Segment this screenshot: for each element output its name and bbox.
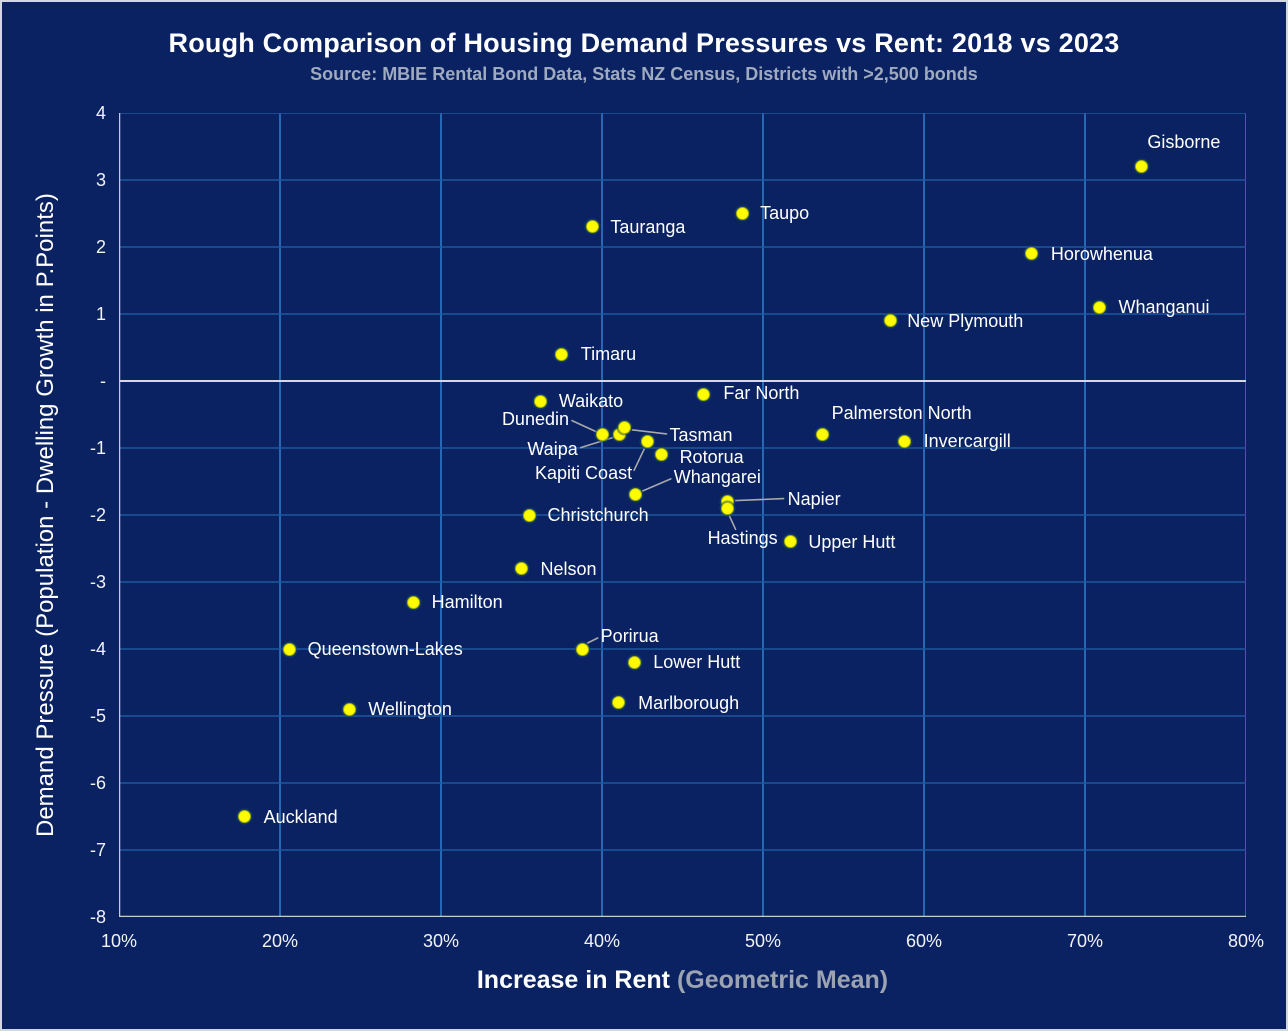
data-point-label-hamilton: Hamilton [431, 592, 503, 613]
data-point-nelson [515, 562, 528, 576]
leader-line-kapiti-coast [633, 448, 645, 472]
y-tick-label--6: -6 [89, 773, 106, 793]
data-point-label-whanganui: Whanganui [1118, 297, 1210, 318]
leader-line-porirua [586, 637, 599, 644]
data-point-label-tasman: Tasman [669, 424, 733, 445]
data-point-palmerston-north [816, 428, 830, 442]
data-point-far-north [696, 387, 710, 401]
data-point-kapiti-coast [640, 434, 654, 448]
x-tick-label-40: 40% [583, 931, 621, 951]
data-point-wellington [342, 702, 356, 716]
chart-subtitle: Source: MBIE Rental Bond Data, Stats NZ … [310, 64, 978, 84]
data-point-label-waikato: Waikato [558, 391, 624, 412]
y-tick-label-3: 3 [95, 170, 106, 190]
data-point-label-palmerston-north: Palmerston North [831, 402, 972, 423]
data-point-hastings [721, 501, 735, 515]
data-point-label-gisborne: Gisborne [1147, 131, 1221, 152]
data-point-lower-hutt [627, 655, 641, 669]
data-point-label-new-plymouth: New Plymouth [907, 310, 1024, 331]
y-tick-label--7: -7 [89, 840, 106, 860]
data-point-porirua [576, 642, 590, 656]
gridlines-svg [119, 113, 1246, 917]
y-tick-label--4: -4 [89, 639, 106, 659]
leader-line-dunedin [571, 419, 597, 433]
data-point-marlborough [611, 696, 625, 710]
data-point-tauranga [585, 220, 599, 234]
y-tick-label--1: -1 [89, 438, 106, 458]
data-point-label-christchurch: Christchurch [547, 505, 649, 525]
x-tick-label-70: 70% [1066, 931, 1104, 951]
data-point-timaru [555, 347, 569, 361]
x-axis-title: Increase in Rent (Geometric Mean) [119, 966, 1246, 995]
data-point-label-wellington: Wellington [368, 699, 452, 720]
data-point-label-porirua: Porirua [600, 626, 659, 646]
data-point-whangarei [629, 488, 643, 502]
data-point-label-taupo: Taupo [760, 202, 810, 223]
data-point-tasman [618, 421, 632, 435]
data-point-label-marlborough: Marlborough [638, 692, 740, 713]
leader-line-napier [734, 497, 785, 502]
data-point-horowhenua [1025, 247, 1039, 261]
data-point-label-hastings: Hastings [707, 528, 778, 549]
leader-line-whangarei [642, 478, 672, 492]
y-tick-label--5: -5 [89, 706, 106, 726]
data-point-queenstown-lakes [283, 642, 297, 656]
data-point-label-far-north: Far North [723, 383, 800, 404]
data-point-label-kapiti-coast: Kapiti Coast [535, 463, 633, 484]
data-point-label-invercargill: Invercargill [923, 431, 1011, 452]
y-tick-label-4: 4 [95, 103, 106, 123]
data-point-invercargill [898, 434, 912, 448]
y-tick-label--3: -3 [89, 572, 106, 592]
chart-title: Rough Comparison of Housing Demand Press… [168, 28, 1120, 58]
x-tick-label-50: 50% [744, 931, 782, 951]
data-point-gisborne [1134, 160, 1148, 174]
data-point-label-upper-hutt: Upper Hutt [808, 531, 896, 552]
leader-line-hastings [728, 515, 737, 531]
data-point-label-napier: Napier [787, 488, 841, 509]
x-tick-label-80: 80% [1227, 931, 1265, 951]
data-point-label-lower-hutt: Lower Hutt [653, 652, 741, 673]
data-point-waikato [534, 394, 548, 408]
data-point-new-plymouth [883, 314, 897, 328]
y-tick-label--: - [100, 371, 106, 391]
data-point-upper-hutt [783, 535, 797, 549]
x-tick-label-20: 20% [261, 931, 299, 951]
data-point-label-nelson: Nelson [540, 558, 597, 579]
x-tick-label-60: 60% [905, 931, 943, 951]
data-point-label-dunedin: Dunedin [501, 408, 569, 429]
data-point-label-queenstown-lakes: Queenstown-Lakes [307, 639, 463, 659]
data-point-label-whangarei: Whangarei [673, 466, 761, 487]
data-point-label-waipa: Waipa [527, 438, 578, 459]
data-point-christchurch [523, 508, 537, 522]
data-point-label-tauranga: Tauranga [610, 216, 686, 237]
data-point-label-auckland: Auckland [263, 806, 338, 827]
y-tick-label--8: -8 [89, 907, 106, 927]
leader-line-tasman [631, 429, 668, 435]
y-tick-label--2: -2 [89, 505, 106, 525]
data-point-auckland [238, 810, 252, 823]
y-tick-label-1: 1 [95, 304, 106, 324]
data-point-label-timaru: Timaru [580, 344, 637, 365]
data-point-whanganui [1092, 300, 1106, 314]
x-axis-title-secondary: (Geometric Mean) [676, 966, 889, 994]
x-tick-label-30: 30% [422, 931, 460, 951]
data-point-hamilton [407, 595, 421, 609]
data-point-label-horowhenua: Horowhenua [1050, 243, 1153, 264]
plot-area: Gisborne Taupo Tauranga Horowhenua Whanganui… [119, 113, 1246, 917]
data-point-taupo [735, 207, 749, 220]
x-tick-label-10: 10% [100, 931, 138, 951]
leader-line-waipa [579, 436, 614, 449]
data-point-label-rotorua: Rotorua [679, 446, 744, 467]
y-tick-label-2: 2 [95, 237, 106, 257]
data-point-rotorua [655, 448, 669, 462]
data-point-dunedin [595, 428, 609, 442]
x-axis-title-primary: Increase in Rent [476, 966, 670, 994]
